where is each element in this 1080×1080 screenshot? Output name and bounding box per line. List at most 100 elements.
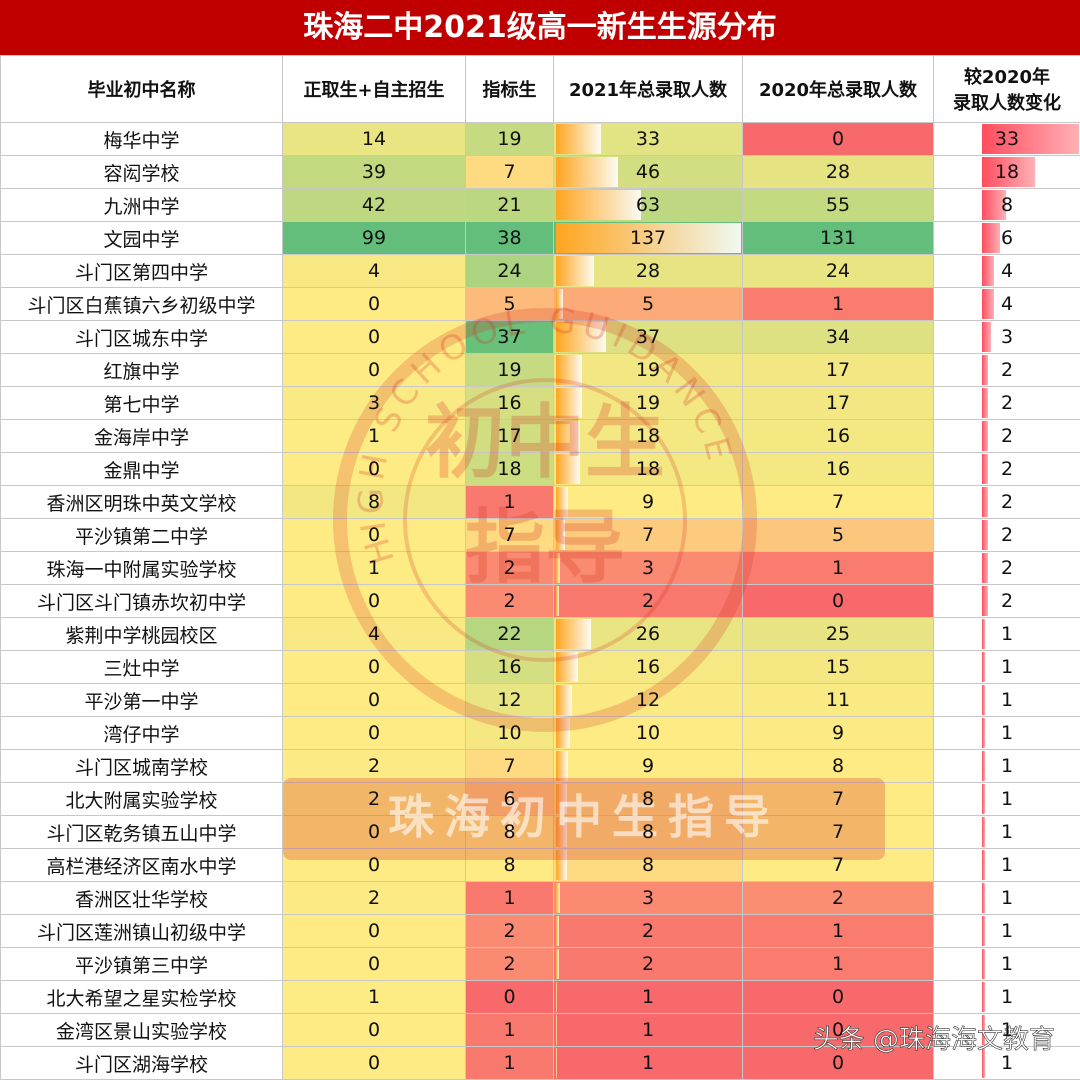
value-text: 12 bbox=[497, 689, 521, 711]
value-cell: 1 bbox=[934, 717, 1080, 750]
header-cell: 较2020年 录取人数变化 bbox=[934, 56, 1080, 123]
value-text: 18 bbox=[497, 458, 521, 480]
value-cell: 1 bbox=[934, 816, 1080, 849]
school-name-text: 梅华中学 bbox=[103, 130, 179, 152]
school-name-text: 紫荆中学桃园校区 bbox=[65, 625, 217, 647]
value-cell: 18 bbox=[466, 453, 554, 486]
value-cell: 0 bbox=[743, 123, 934, 156]
value-cell: 4 bbox=[283, 618, 466, 651]
header-cell: 指标生 bbox=[466, 56, 554, 123]
school-name: 三灶中学 bbox=[1, 651, 283, 684]
value-cell: 9 bbox=[554, 486, 743, 519]
value-text: 0 bbox=[368, 590, 380, 612]
data-bar bbox=[556, 619, 591, 649]
value-text: 19 bbox=[497, 359, 521, 381]
value-text: 8 bbox=[832, 755, 844, 777]
value-cell: 1 bbox=[934, 651, 1080, 684]
value-cell: 0 bbox=[283, 453, 466, 486]
value-cell: 7 bbox=[466, 156, 554, 189]
school-name-text: 香洲区壮华学校 bbox=[75, 889, 208, 911]
value-cell: 17 bbox=[743, 387, 934, 420]
value-text: 2 bbox=[368, 887, 380, 909]
value-cell: 21 bbox=[466, 189, 554, 222]
value-cell: 0 bbox=[283, 915, 466, 948]
school-name-text: 斗门区莲洲镇山初级中学 bbox=[37, 922, 246, 944]
value-cell: 8 bbox=[934, 189, 1080, 222]
data-bar bbox=[982, 850, 985, 880]
school-name-text: 平沙第一中学 bbox=[84, 691, 198, 713]
school-name-text: 金海岸中学 bbox=[94, 427, 189, 449]
value-cell: 7 bbox=[743, 816, 934, 849]
value-cell: 18 bbox=[554, 453, 743, 486]
value-cell: 42 bbox=[283, 189, 466, 222]
value-cell: 17 bbox=[743, 354, 934, 387]
value-cell: 1 bbox=[934, 915, 1080, 948]
data-bar bbox=[556, 751, 568, 781]
value-text: 1 bbox=[503, 887, 515, 909]
data-bar bbox=[556, 355, 582, 385]
school-name: 北大希望之星实检学校 bbox=[1, 981, 283, 1014]
data-bar bbox=[982, 619, 985, 649]
value-text: 2 bbox=[1001, 458, 1013, 480]
school-name: 平沙镇第三中学 bbox=[1, 948, 283, 981]
value-cell: 19 bbox=[466, 123, 554, 156]
value-cell: 0 bbox=[283, 519, 466, 552]
value-cell: 3 bbox=[934, 321, 1080, 354]
data-bar bbox=[556, 685, 572, 715]
value-cell: 0 bbox=[283, 321, 466, 354]
data-bar bbox=[982, 949, 985, 979]
school-name: 香洲区壮华学校 bbox=[1, 882, 283, 915]
value-text: 2 bbox=[1001, 557, 1013, 579]
value-text: 19 bbox=[497, 128, 521, 150]
value-cell: 4 bbox=[283, 255, 466, 288]
value-text: 0 bbox=[368, 689, 380, 711]
school-name-text: 斗门区白蕉镇六乡初级中学 bbox=[27, 295, 255, 317]
school-name: 斗门区城东中学 bbox=[1, 321, 283, 354]
school-name: 湾仔中学 bbox=[1, 717, 283, 750]
value-cell: 12 bbox=[554, 684, 743, 717]
value-text: 137 bbox=[630, 227, 666, 249]
school-name-text: 斗门区城南学校 bbox=[75, 757, 208, 779]
value-text: 7 bbox=[642, 524, 654, 546]
school-name: 斗门区城南学校 bbox=[1, 750, 283, 783]
value-cell: 28 bbox=[743, 156, 934, 189]
value-cell: 2 bbox=[283, 783, 466, 816]
school-name-text: 红旗中学 bbox=[103, 361, 179, 383]
data-bar bbox=[982, 553, 988, 583]
value-text: 24 bbox=[497, 260, 521, 282]
value-cell: 1 bbox=[554, 981, 743, 1014]
value-cell: 5 bbox=[743, 519, 934, 552]
value-text: 7 bbox=[832, 854, 844, 876]
value-text: 1 bbox=[1001, 1019, 1013, 1041]
value-text: 25 bbox=[826, 623, 850, 645]
school-name: 九洲中学 bbox=[1, 189, 283, 222]
value-cell: 19 bbox=[466, 354, 554, 387]
value-cell: 16 bbox=[466, 387, 554, 420]
value-text: 0 bbox=[368, 293, 380, 315]
value-text: 7 bbox=[832, 491, 844, 513]
value-text: 2 bbox=[1001, 590, 1013, 612]
value-cell: 18 bbox=[554, 420, 743, 453]
value-cell: 1 bbox=[934, 684, 1080, 717]
school-name-text: 斗门区斗门镇赤坎初中学 bbox=[37, 592, 246, 614]
value-cell: 1 bbox=[466, 1047, 554, 1080]
value-text: 2 bbox=[503, 920, 515, 942]
value-cell: 15 bbox=[743, 651, 934, 684]
data-bar bbox=[556, 190, 641, 220]
value-cell: 1 bbox=[554, 1014, 743, 1047]
value-cell: 9 bbox=[554, 750, 743, 783]
data-bar bbox=[982, 289, 994, 319]
value-text: 5 bbox=[503, 293, 515, 315]
school-name: 金湾区景山实验学校 bbox=[1, 1014, 283, 1047]
school-name: 平沙镇第二中学 bbox=[1, 519, 283, 552]
value-text: 2 bbox=[1001, 491, 1013, 513]
value-text: 4 bbox=[368, 623, 380, 645]
